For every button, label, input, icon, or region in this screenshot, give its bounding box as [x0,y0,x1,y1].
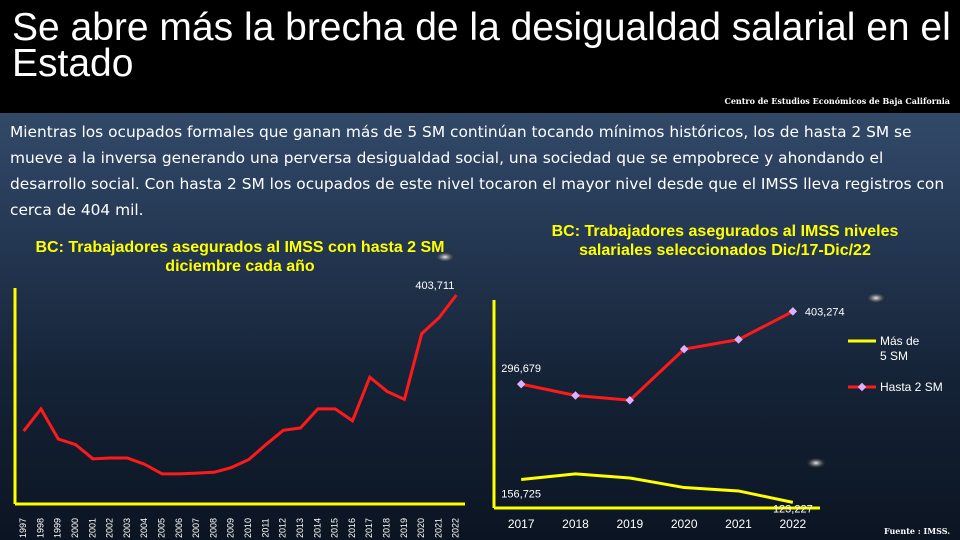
chart1-tick-label: 2001 [87,518,97,538]
chart2-tick-label: 2019 [616,517,643,531]
chart2-point-marker [625,396,635,405]
chart1-tick-label: 2004 [139,518,149,538]
chart1-tick-label: 2002 [105,518,115,538]
chart1-tick-label: 2013 [295,518,305,538]
chart1-tick-label: 2021 [433,518,443,538]
chart1-tick-label: 2000 [70,518,80,538]
chart1: 1997 1998 1999 2000 2001 2002 2003 2004 2005 2006… [13,280,465,538]
chart2-series-line [521,472,794,504]
chart2-data-label: 403,274 [805,306,845,318]
chart2: 2017 2018 2019 2020 2021 2022 296,679 403,274 15… [492,300,943,531]
chart1-tick-label: 2020 [416,518,426,538]
chart2-point-marker [516,379,526,389]
chart1-tick-label: 2006 [174,518,184,538]
chart2-tick-label: 2017 [508,517,535,531]
chart1-tick-label: 2007 [191,518,201,538]
legend-label-mas5-line2: 5 SM [880,349,908,363]
chart1-tick-label: 1997 [18,518,28,538]
chart2-tick-label: 2021 [725,517,752,531]
chart1-tick-label: 2008 [208,518,218,538]
chart2-tick-label: 2022 [779,517,806,531]
chart2-data-label: 156,725 [501,489,541,501]
legend-label-mas5: Más de [880,334,920,348]
chart2-point-marker [571,391,580,400]
chart1-tick-label: 2019 [399,518,409,538]
footer-source: Fuente : IMSS. [883,526,950,536]
chart1-title: BC: Trabajadores asegurados al IMSS con … [35,239,445,275]
page-title: Se abre más la brecha de la desigualdad … [12,6,951,85]
chart2-data-label: 296,679 [501,363,541,375]
chart1-tick-label: 2018 [381,518,391,538]
source-credit: Centro de Estudios Económicos de Baja Ca… [724,96,950,106]
chart1-tick-label: 2003 [122,518,132,538]
chart1-tick-label: 2010 [243,518,253,538]
chart1-tick-label: 2012 [278,518,288,538]
chart1-tick-label: 1998 [35,518,45,538]
chart1-tick-label: 2016 [347,518,357,538]
chart1-series-line [22,294,458,476]
chart1-tick-label: 2011 [260,518,270,537]
chart2-tick-label: 2018 [562,517,589,531]
title-bar [0,0,960,113]
chart2-tick-label: 2020 [671,517,698,531]
chart2-point-marker [788,307,798,316]
legend-marker-hasta2 [857,382,867,392]
chart2-point-marker [679,344,689,354]
chart1-tick-label: 2014 [312,518,322,538]
chart1-tick-label: 2022 [451,518,461,538]
decor-star [434,251,456,263]
summary-paragraph: Mientras los ocupados formales que ganan… [10,123,945,219]
chart1-tick-label: 2017 [364,518,374,538]
chart2-series-line [520,310,794,402]
chart1-tick-label: 2005 [156,518,166,538]
decor-star [805,457,827,469]
chart1-data-label: 403,711 [415,280,454,292]
chart2-title: BC: Trabajadores asegurados al IMSS nive… [551,223,899,259]
chart1-tick-label: 2015 [330,518,340,538]
chart1-tick-label: 2009 [226,518,236,538]
chart2-point-marker [734,335,743,344]
chart2-data-label: 123,227 [773,503,813,515]
chart1-tick-label: 1999 [53,518,63,538]
legend-label-hasta2: Hasta 2 SM [880,380,943,394]
decor-star [865,292,887,304]
